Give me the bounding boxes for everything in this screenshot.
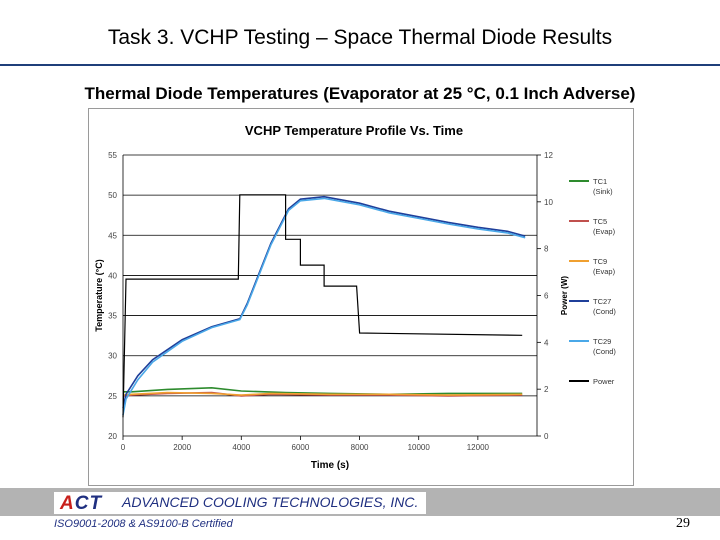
x-axis-label: Time (s) — [311, 460, 349, 471]
x-tick-label: 12000 — [467, 443, 490, 452]
company-logo: ACT — [60, 493, 103, 514]
legend-label: TC29 — [593, 337, 611, 346]
series-line — [122, 391, 523, 396]
series-line — [122, 194, 523, 418]
page-number: 29 — [676, 516, 690, 531]
legend-label: (Evap) — [593, 227, 616, 236]
y2-tick-label: 6 — [544, 292, 549, 301]
slide-title: Task 3. VCHP Testing – Space Thermal Dio… — [107, 26, 613, 49]
series-line — [122, 195, 526, 409]
series-line — [122, 197, 526, 416]
slide-subtitle: Thermal Diode Temperatures (Evaporator a… — [84, 84, 636, 103]
chart-title: VCHP Temperature Profile Vs. Time — [245, 123, 463, 138]
y-tick-label: 55 — [108, 151, 117, 160]
legend-label: (Sink) — [593, 187, 613, 196]
x-tick-label: 0 — [121, 443, 126, 452]
x-tick-label: 2000 — [173, 443, 191, 452]
y2-tick-label: 0 — [544, 432, 549, 441]
temperature-chart: VCHP Temperature Profile Vs. Time2025303… — [94, 123, 616, 471]
legend-label: TC5 — [593, 217, 607, 226]
y-tick-label: 20 — [108, 432, 117, 441]
y2-tick-label: 12 — [544, 151, 553, 160]
x-tick-label: 8000 — [351, 443, 369, 452]
x-tick-label: 10000 — [408, 443, 431, 452]
title-divider — [0, 64, 720, 66]
y-tick-label: 30 — [108, 352, 117, 361]
legend-label: (Cond) — [593, 347, 616, 356]
y2-tick-label: 10 — [544, 198, 553, 207]
legend-label: TC1 — [593, 177, 607, 186]
x-tick-label: 4000 — [232, 443, 250, 452]
legend-label: TC27 — [593, 297, 611, 306]
company-name: ADVANCED COOLING TECHNOLOGIES, INC. — [122, 494, 419, 510]
chart-frame: VCHP Temperature Profile Vs. Time 20 25 30 3… — [88, 108, 634, 486]
y2-tick-label: 2 — [544, 385, 549, 394]
y2-tick-label: 4 — [544, 338, 549, 347]
series-line — [123, 386, 523, 396]
y2-tick-label: 8 — [544, 245, 549, 254]
y-tick-label: 35 — [108, 312, 117, 321]
company-banner — [54, 492, 426, 514]
y-tick-label: 50 — [108, 191, 117, 200]
legend-label: Power — [593, 377, 615, 386]
legend-label: TC9 — [593, 257, 607, 266]
y2-axis-label: Power (W) — [560, 276, 569, 315]
y-tick-label: 25 — [108, 392, 117, 401]
y-tick-label: 45 — [108, 231, 117, 240]
y-tick-label: 40 — [108, 271, 117, 280]
legend-label: (Cond) — [593, 307, 616, 316]
certification-text: ISO9001-2008 & AS9100-B Certified — [54, 518, 233, 530]
x-tick-label: 6000 — [292, 443, 310, 452]
y-axis-label: Temperature (°C) — [94, 259, 104, 331]
legend-label: (Evap) — [593, 267, 616, 276]
